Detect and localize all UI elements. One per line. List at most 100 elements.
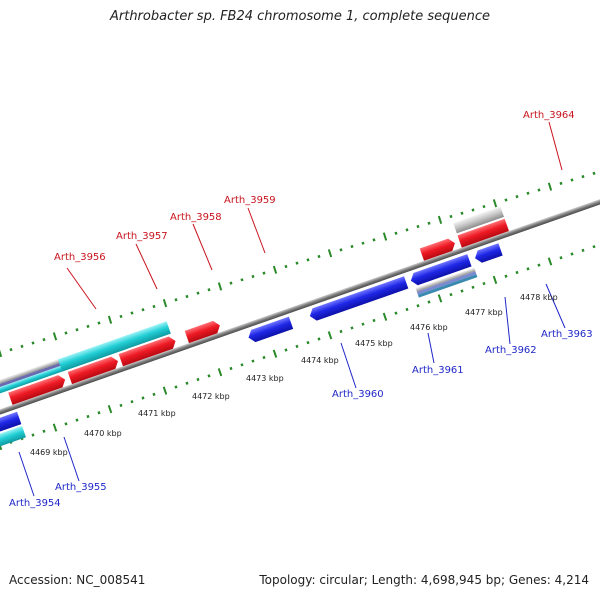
minor-tick (559, 256, 563, 260)
minor-tick (350, 244, 354, 249)
major-tick (547, 257, 553, 266)
minor-tick (229, 281, 233, 285)
minor-tick (460, 211, 464, 215)
minor-tick (559, 181, 563, 185)
minor-tick (262, 355, 266, 360)
rna-feature-cyan-1 (0, 365, 65, 394)
minor-tick (130, 311, 134, 315)
major-tick (382, 232, 388, 241)
minor-tick (251, 274, 255, 279)
gene-feature-arth-3963[interactable] (473, 243, 503, 264)
major-tick (52, 423, 58, 432)
gene-label-arth-3957[interactable]: Arth_3957 (116, 231, 168, 242)
gene-label-arth-3961[interactable]: Arth_3961 (412, 365, 464, 376)
gene-feature-arth-3962[interactable] (409, 254, 472, 287)
minor-tick (240, 363, 244, 367)
gene-label-arth-3955[interactable]: Arth_3955 (55, 482, 107, 493)
gene-feature-arth-3959[interactable] (184, 319, 222, 344)
minor-tick (97, 321, 101, 325)
scale-tick-label: 4472 kbp (192, 392, 230, 401)
minor-tick (394, 311, 398, 315)
minor-tick (570, 252, 574, 256)
minor-tick (471, 285, 475, 289)
gene-feature-partial[interactable] (457, 218, 509, 248)
gene-label-arth-3960[interactable]: Arth_3960 (332, 389, 384, 400)
scale-tick-label: 4477 kbp (465, 308, 503, 317)
gene-feature-arth-3964[interactable] (419, 237, 457, 261)
minor-tick (526, 191, 530, 195)
gene-label-arth-3963[interactable]: Arth_3963 (541, 329, 593, 340)
scale-tick-label: 4471 kbp (138, 409, 176, 418)
major-tick (52, 332, 58, 341)
rna-feature-gray-2 (415, 267, 476, 292)
minor-tick (405, 307, 409, 312)
minor-tick (141, 396, 145, 400)
minor-tick (482, 282, 486, 286)
gene-label-arth-3964[interactable]: Arth_3964 (523, 110, 575, 121)
scale-tick-label: 4474 kbp (301, 356, 339, 365)
major-tick (492, 275, 498, 285)
major-tick (327, 331, 333, 340)
rna-feature-cyan-4 (0, 425, 26, 453)
minor-tick (306, 341, 310, 345)
minor-tick (515, 270, 519, 275)
minor-tick (75, 418, 79, 422)
gene-label-arth-3958[interactable]: Arth_3958 (170, 212, 222, 223)
gene-label-arth-3956[interactable]: Arth_3956 (54, 252, 106, 263)
minor-tick (581, 248, 585, 252)
minor-tick (427, 300, 431, 304)
minor-tick (119, 403, 123, 407)
minor-tick (185, 294, 189, 299)
minor-tick (240, 278, 244, 282)
major-tick (162, 298, 168, 308)
minor-tick (20, 344, 24, 348)
scale-tick-labels: 4469 kbp 4470 kbp 4471 kbp 4472 kbp 4473… (30, 293, 558, 457)
rna-feature-cyan-3 (58, 321, 171, 372)
minor-tick (405, 228, 409, 232)
minor-tick (416, 304, 420, 308)
major-tick (217, 282, 223, 291)
minor-tick (306, 258, 310, 262)
minor-tick (570, 178, 574, 182)
minor-tick (504, 274, 508, 278)
map-title: Arthrobacter sp. FB24 chromosome 1, comp… (109, 9, 491, 24)
minor-tick (427, 221, 431, 225)
gene-feature-arth-3961[interactable] (308, 276, 409, 322)
minor-tick (339, 248, 343, 252)
gene-feature-arth-3960[interactable] (246, 316, 294, 344)
scale-tick-label: 4470 kbp (84, 429, 122, 438)
minor-tick (86, 414, 90, 419)
minor-tick (229, 366, 233, 371)
gene-feature-arth-3955[interactable] (0, 411, 22, 440)
gene-feature-arth-3956[interactable] (8, 373, 67, 405)
sequence-backbone (0, 158, 600, 448)
minor-tick (31, 341, 35, 345)
minor-tick (295, 261, 299, 265)
gene-labels: Arth_3954 Arth_3955 Arth_3956 Arth_3957 … (9, 110, 593, 509)
gene-label-arth-3959[interactable]: Arth_3959 (224, 195, 276, 206)
minor-tick (394, 231, 398, 235)
major-tick (272, 265, 278, 274)
minor-tick (119, 314, 123, 318)
minor-tick (372, 318, 376, 323)
gene-feature-arth-3957[interactable] (67, 355, 120, 385)
gene-label-arth-3954[interactable]: Arth_3954 (9, 498, 61, 509)
major-tick (0, 349, 3, 358)
minor-tick (251, 359, 255, 363)
reverse-strand-track (0, 243, 503, 453)
gene-label-arth-3962[interactable]: Arth_3962 (485, 345, 537, 356)
minor-tick (42, 338, 46, 342)
minor-tick (504, 198, 508, 202)
gene-feature-arth-3958[interactable] (118, 335, 178, 367)
rna-feature-cyan-2 (0, 362, 63, 388)
forward-strand-track (0, 206, 509, 405)
scale-tick-label: 4476 kbp (410, 323, 448, 332)
minor-tick (526, 267, 530, 271)
minor-tick (317, 254, 321, 259)
minor-tick (207, 374, 211, 378)
minor-tick (471, 208, 475, 212)
outer-tick-ring (0, 171, 596, 358)
major-tick (547, 182, 553, 191)
rna-feature-blue-stripe (416, 271, 477, 295)
